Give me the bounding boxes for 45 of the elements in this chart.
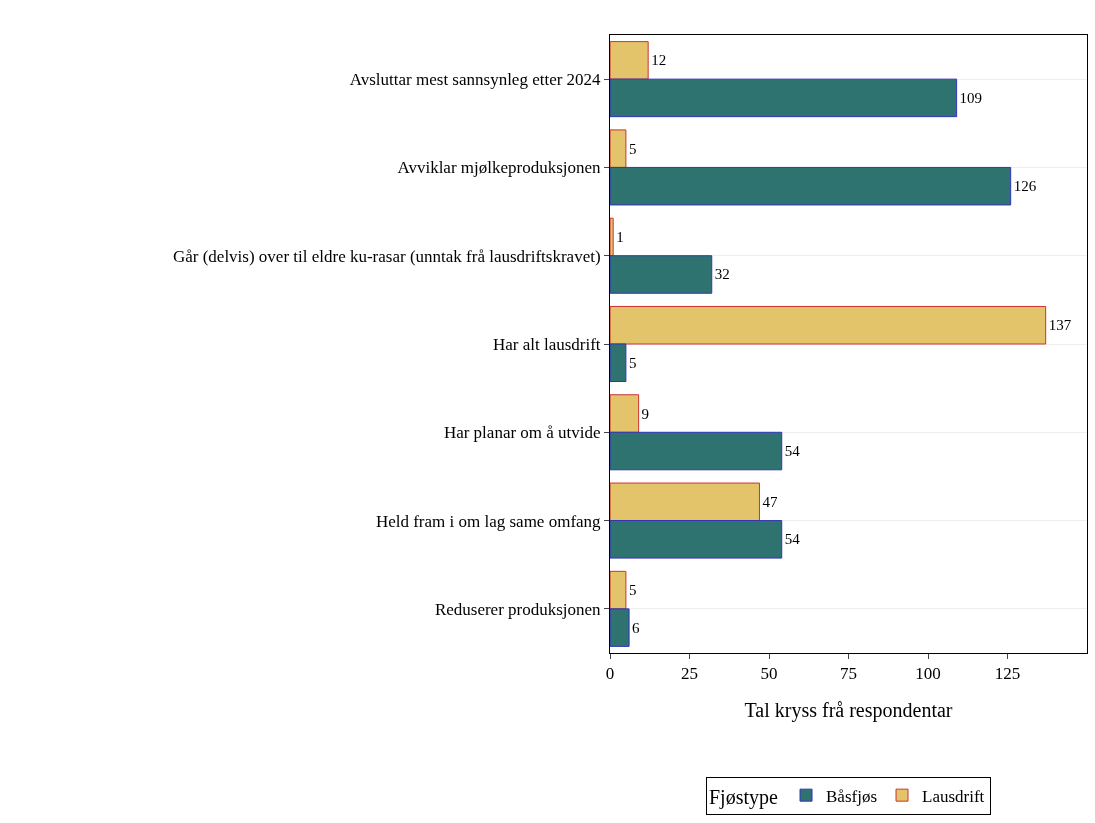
data-label: 5 [628,140,637,157]
x-tick-label: 125 [994,664,1021,684]
bar [610,255,713,294]
bar [610,431,783,471]
x-tick-label: 25 [681,664,698,684]
y-tick-label: Held fram i om lag same omfang [375,511,602,531]
bar [610,570,627,610]
x-axis-title: Tal kryss frå respondentar [744,698,953,722]
data-label: 5 [628,582,637,599]
bar [610,78,958,118]
data-label: 109 [959,89,983,106]
y-tick-label: Avsluttar mest sannsynleg etter 2024 [349,70,602,90]
bar [610,305,1047,345]
data-label: 54 [784,443,801,460]
data-label: 137 [1048,317,1072,334]
bar [610,41,649,80]
y-tick-label: Reduserer produksjonen [434,599,602,619]
y-tick-label: Avviklar mjølkeproduksjonen [397,158,602,178]
legend-label: Båsfjøs [826,786,878,806]
x-tick-label: 50 [760,664,778,684]
bar [610,482,760,522]
y-tick-label: Går (delvis) over til eldre ku-rasar (unntak frå lausdriftskravet) [172,246,601,266]
data-label: 32 [714,266,730,283]
legend-label: Lausdrift [922,786,985,806]
bar [610,129,627,168]
x-tick-label: 100 [915,664,941,684]
x-tick-label: 0 [605,664,615,684]
data-label: 5 [628,354,637,371]
data-label: 12 [651,52,667,69]
y-tick-label: Har alt lausdrift [492,334,601,354]
data-label: 54 [784,531,801,548]
data-label: 9 [641,405,650,422]
data-label: 126 [1013,178,1037,195]
bar [610,520,783,559]
bar [610,166,1012,206]
y-tick-label: Har planar om å utvide [443,423,601,443]
bar [610,608,630,647]
legend-title: Fjøstype [709,785,779,809]
data-label: 1 [616,228,624,245]
bar [610,217,614,257]
data-label: 6 [632,619,641,636]
bar [610,343,627,383]
x-tick-label: 75 [840,664,857,684]
data-label: 47 [762,493,778,510]
bar [610,394,640,433]
